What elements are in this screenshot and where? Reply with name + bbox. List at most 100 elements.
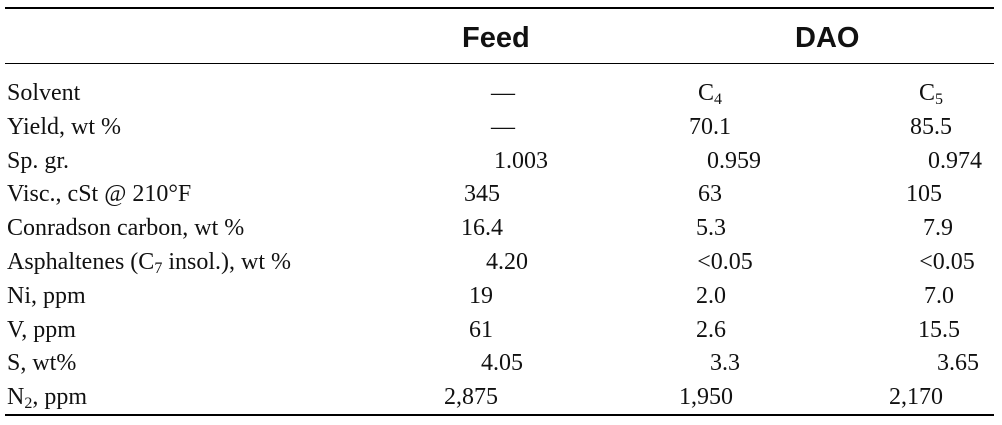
table-row: N2, ppm 2,875 1,950 2,170 [0, 381, 1002, 414]
feed-value-text: 19 [469, 282, 493, 309]
table-row: Asphaltenes (C7 insol.), wt % 4.20 <0.05 <0… [0, 246, 1002, 279]
dao-c4-value-text: 5.3 [696, 215, 726, 242]
table-row: Sp. gr. 1.003 0.959 0.974 [0, 145, 1002, 178]
dao-c4-value-text: 2.6 [696, 316, 726, 343]
dao-c4-value-text: 2.0 [696, 282, 726, 309]
feed-value: 345 [464, 178, 500, 211]
table-bottom-rule [5, 414, 994, 416]
row-label: Ni, ppm [7, 280, 86, 313]
feed-value-text: 1.003 [494, 147, 548, 174]
row-label-text: N [7, 384, 25, 411]
row-label-suffix: , ppm [32, 384, 88, 411]
feed-value-text: 4.20 [486, 249, 528, 275]
row-label-text: Solvent [7, 80, 81, 106]
dao-c5-value: 0.974 [928, 145, 982, 178]
feed-value-text: 345 [464, 181, 500, 208]
dao-c4-value: 63 [698, 178, 722, 211]
header-feed: Feed [462, 22, 530, 54]
row-label: Yield, wt % [7, 111, 121, 144]
feed-value: 4.05 [481, 347, 523, 380]
dao-c4-value-text: 63 [698, 181, 722, 208]
feed-value: 61 [469, 314, 493, 347]
row-label-subscript: 7 [154, 260, 163, 277]
header-dao: DAO [795, 22, 860, 54]
dao-c4-value: 0.959 [707, 145, 761, 178]
dao-c5-value-text: 2,170 [889, 384, 943, 411]
row-label-text: S, wt% [7, 350, 77, 377]
dao-c5-value-text: C [918, 80, 936, 106]
row-label: Sp. gr. [7, 145, 69, 178]
row-label-suffix: insol.), wt % [162, 249, 291, 275]
dao-c4-value-text: C [697, 80, 715, 106]
dao-c5-value: 7.0 [924, 280, 954, 313]
dao-c5-value-text: 15.5 [918, 316, 960, 343]
dao-c5-value: 85.5 [910, 111, 952, 144]
row-label-text: Visc., cSt @ 210°F [7, 181, 192, 208]
feed-value: 4.20 [486, 246, 528, 279]
dao-c5-value-subscript: 5 [935, 91, 944, 108]
row-label: Asphaltenes (C7 insol.), wt % [7, 246, 291, 279]
dao-c5-value: 15.5 [918, 314, 960, 347]
dao-c4-value-text: 70.1 [689, 113, 731, 140]
dao-c4-value: 2.0 [696, 280, 726, 313]
dao-c5-value-text: <0.05 [919, 249, 975, 275]
row-label-text: Sp. gr. [7, 147, 70, 174]
dao-c5-value: 2,170 [889, 381, 943, 414]
table-row: S, wt% 4.05 3.3 3.65 [0, 347, 1002, 380]
feed-value: 16.4 [461, 212, 503, 245]
feed-value: — [491, 111, 515, 144]
dao-c5-value-text: 7.0 [924, 282, 954, 309]
row-label-text: Yield, wt % [7, 113, 121, 140]
dao-c4-value-text: 3.3 [710, 350, 740, 377]
dao-c4-value-subscript: 4 [714, 91, 723, 108]
dao-c5-value: 7.9 [923, 212, 953, 245]
table-top-rule [5, 7, 994, 9]
dao-c4-value: <0.05 [697, 246, 753, 279]
feed-value-text: — [491, 113, 515, 140]
table-row: V, ppm 61 2.6 15.5 [0, 314, 1002, 347]
feed-value: — [491, 77, 515, 110]
dao-c5-value: <0.05 [919, 246, 975, 279]
row-label-text: Asphaltenes (C [7, 249, 155, 275]
dao-c5-value-text: 0.974 [928, 147, 982, 174]
feed-value-text: 2,875 [444, 384, 498, 411]
dao-c4-value-text: 0.959 [707, 147, 761, 174]
feed-value: 19 [469, 280, 493, 313]
row-label: V, ppm [7, 314, 76, 347]
feed-value: 1.003 [494, 145, 548, 178]
feed-value: 2,875 [444, 381, 498, 414]
table-row: Ni, ppm 19 2.0 7.0 [0, 280, 1002, 313]
table-row: Conradson carbon, wt % 16.4 5.3 7.9 [0, 212, 1002, 245]
dao-c4-value-text: 1,950 [679, 384, 733, 411]
dao-c5-value: 3.65 [937, 347, 979, 380]
feed-value-text: 16.4 [461, 215, 503, 242]
table-row: Solvent — C4 C5 [0, 77, 1002, 110]
dao-c4-value: 3.3 [710, 347, 740, 380]
header-rule [5, 63, 994, 64]
dao-c5-value-text: 3.65 [937, 350, 979, 377]
dao-c5-value-text: 105 [906, 181, 942, 208]
dao-c4-value: 1,950 [679, 381, 733, 414]
dao-c4-value: C4 [698, 77, 722, 110]
row-label: Conradson carbon, wt % [7, 212, 244, 245]
dao-c4-value: 5.3 [696, 212, 726, 245]
dao-c5-value: 105 [906, 178, 942, 211]
dao-c5-value-text: 85.5 [910, 113, 952, 140]
row-label-subscript: 2 [24, 395, 33, 413]
row-label: S, wt% [7, 347, 76, 380]
table-row: Visc., cSt @ 210°F 345 63 105 [0, 178, 1002, 211]
row-label-text: Conradson carbon, wt % [7, 215, 245, 242]
dao-c4-value-text: <0.05 [697, 249, 753, 275]
row-label-text: Ni, ppm [7, 282, 86, 309]
row-label: Solvent [7, 77, 80, 110]
feed-value-text: 61 [469, 316, 493, 343]
dao-c5-value-text: 7.9 [923, 215, 953, 242]
row-label-text: V, ppm [7, 316, 76, 343]
dao-c4-value: 70.1 [689, 111, 731, 144]
row-label: Visc., cSt @ 210°F [7, 178, 191, 211]
table-row: Yield, wt % — 70.1 85.5 [0, 111, 1002, 144]
dao-c5-value: C5 [919, 77, 943, 110]
feed-value-text: — [491, 80, 515, 106]
dao-c4-value: 2.6 [696, 314, 726, 347]
